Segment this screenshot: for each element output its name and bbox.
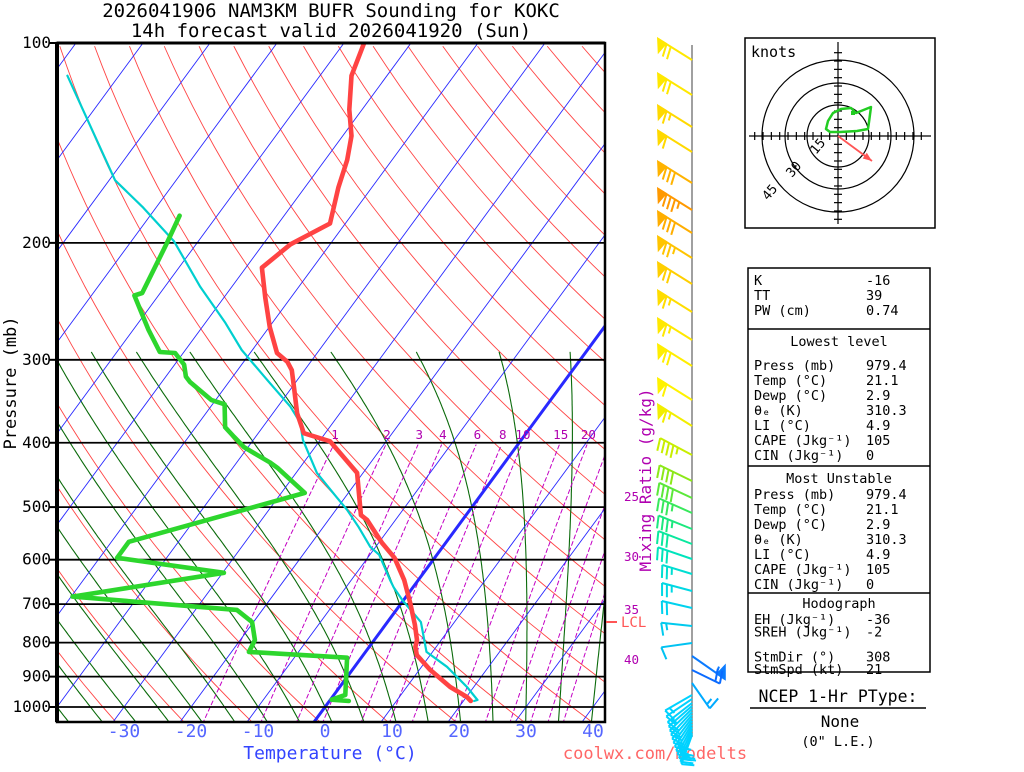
sounding-traces bbox=[67, 43, 477, 701]
svg-text:Press (mb): Press (mb) bbox=[754, 487, 835, 503]
svg-text:40: 40 bbox=[624, 652, 639, 667]
svg-text:1000: 1000 bbox=[12, 697, 51, 716]
svg-text:0: 0 bbox=[320, 721, 331, 742]
hodograph-units-label: knots bbox=[751, 43, 796, 61]
svg-text:4: 4 bbox=[439, 427, 447, 442]
svg-text:39: 39 bbox=[866, 288, 882, 304]
wind-barb-column bbox=[657, 39, 725, 765]
pressure-axis-label: Pressure (mb) bbox=[1, 316, 21, 449]
chart-subtitle: 14h forecast valid 2026041920 (Sun) bbox=[131, 20, 531, 42]
svg-text:θₑ (K): θₑ (K) bbox=[754, 403, 803, 419]
svg-text:Hodograph: Hodograph bbox=[802, 596, 875, 612]
svg-text:6: 6 bbox=[474, 427, 482, 442]
svg-text:21.1: 21.1 bbox=[866, 373, 899, 389]
svg-text:979.4: 979.4 bbox=[866, 358, 907, 374]
svg-text:15: 15 bbox=[553, 427, 568, 442]
indices-table: K -16 TT 39 PW (cm) 0.74 Lowest level Press (mb… bbox=[748, 268, 930, 678]
svg-text:CAPE (Jkg⁻¹): CAPE (Jkg⁻¹) bbox=[754, 562, 852, 578]
svg-text:Temp (°C): Temp (°C) bbox=[754, 502, 827, 518]
svg-text:310.3: 310.3 bbox=[866, 403, 907, 419]
svg-text:900: 900 bbox=[22, 667, 51, 686]
svg-text:1: 1 bbox=[331, 427, 339, 442]
svg-text:4.9: 4.9 bbox=[866, 547, 890, 563]
svg-text:-20: -20 bbox=[175, 721, 208, 742]
svg-text:Dewp (°C): Dewp (°C) bbox=[754, 388, 827, 404]
svg-text:21: 21 bbox=[866, 662, 882, 678]
svg-text:700: 700 bbox=[22, 594, 51, 613]
mixing-ratio-axis-label: Mixing Ratio (g/kg) bbox=[636, 388, 655, 571]
svg-text:Dewp (°C): Dewp (°C) bbox=[754, 517, 827, 533]
svg-text:800: 800 bbox=[22, 633, 51, 652]
svg-text:CAPE (Jkg⁻¹): CAPE (Jkg⁻¹) bbox=[754, 433, 852, 449]
svg-text:400: 400 bbox=[22, 433, 51, 452]
svg-text:100: 100 bbox=[22, 33, 51, 52]
svg-text:200: 200 bbox=[22, 233, 51, 252]
svg-text:40: 40 bbox=[582, 721, 604, 742]
svg-text:TT: TT bbox=[754, 288, 770, 304]
ptype-note: (0" L.E.) bbox=[801, 734, 874, 750]
svg-text:SREH (Jkg⁻¹): SREH (Jkg⁻¹) bbox=[754, 625, 852, 641]
svg-text:105: 105 bbox=[866, 562, 890, 578]
svg-text:10: 10 bbox=[515, 427, 530, 442]
svg-text:LI (°C): LI (°C) bbox=[754, 418, 811, 434]
svg-text:4.9: 4.9 bbox=[866, 418, 890, 434]
temperature-axis-label: Temperature (°C) bbox=[243, 743, 416, 764]
svg-text:θₑ (K): θₑ (K) bbox=[754, 532, 803, 548]
svg-text:LI (°C): LI (°C) bbox=[754, 547, 811, 563]
lcl-label: LCL bbox=[621, 615, 646, 631]
ptype-title: NCEP 1-Hr PType: bbox=[759, 687, 918, 706]
svg-text:300: 300 bbox=[22, 350, 51, 369]
svg-text:310.3: 310.3 bbox=[866, 532, 907, 548]
svg-text:2.9: 2.9 bbox=[866, 517, 890, 533]
svg-text:8: 8 bbox=[499, 427, 507, 442]
watermark: coolwx.com/modelts bbox=[563, 744, 747, 764]
svg-text:30: 30 bbox=[515, 721, 537, 742]
svg-text:3: 3 bbox=[415, 427, 423, 442]
svg-text:0: 0 bbox=[866, 448, 874, 464]
svg-text:-30: -30 bbox=[108, 721, 141, 742]
axis-ticks-and-labels: 1002003004005006007008009001000-30-20-10… bbox=[12, 33, 603, 742]
svg-text:21.1: 21.1 bbox=[866, 502, 899, 518]
svg-text:Press (mb): Press (mb) bbox=[754, 358, 835, 374]
svg-text:-10: -10 bbox=[242, 721, 275, 742]
svg-text:0: 0 bbox=[866, 577, 874, 593]
svg-text:PW (cm): PW (cm) bbox=[754, 303, 811, 319]
svg-text:0.74: 0.74 bbox=[866, 303, 899, 319]
svg-text:10: 10 bbox=[381, 721, 403, 742]
svg-text:2.9: 2.9 bbox=[866, 388, 890, 404]
svg-text:Temp (°C): Temp (°C) bbox=[754, 373, 827, 389]
svg-text:979.4: 979.4 bbox=[866, 487, 907, 503]
svg-text:105: 105 bbox=[866, 433, 890, 449]
svg-text:2: 2 bbox=[383, 427, 391, 442]
svg-text:Most Unstable: Most Unstable bbox=[786, 471, 892, 487]
chart-title: 2026041906 NAM3KM BUFR Sounding for KOKC bbox=[102, 0, 560, 22]
svg-text:600: 600 bbox=[22, 550, 51, 569]
ptype-value: None bbox=[821, 712, 860, 731]
svg-text:20: 20 bbox=[581, 427, 596, 442]
svg-text:20: 20 bbox=[448, 721, 470, 742]
svg-text:CIN (Jkg⁻¹): CIN (Jkg⁻¹) bbox=[754, 577, 843, 593]
svg-text:CIN (Jkg⁻¹): CIN (Jkg⁻¹) bbox=[754, 448, 843, 464]
svg-text:500: 500 bbox=[22, 497, 51, 516]
svg-text:Lowest level: Lowest level bbox=[790, 334, 888, 350]
svg-text:StmSpd (kt): StmSpd (kt) bbox=[754, 662, 843, 678]
svg-text:K: K bbox=[754, 273, 763, 289]
svg-text:-16: -16 bbox=[866, 273, 890, 289]
svg-text:-2: -2 bbox=[866, 625, 882, 641]
